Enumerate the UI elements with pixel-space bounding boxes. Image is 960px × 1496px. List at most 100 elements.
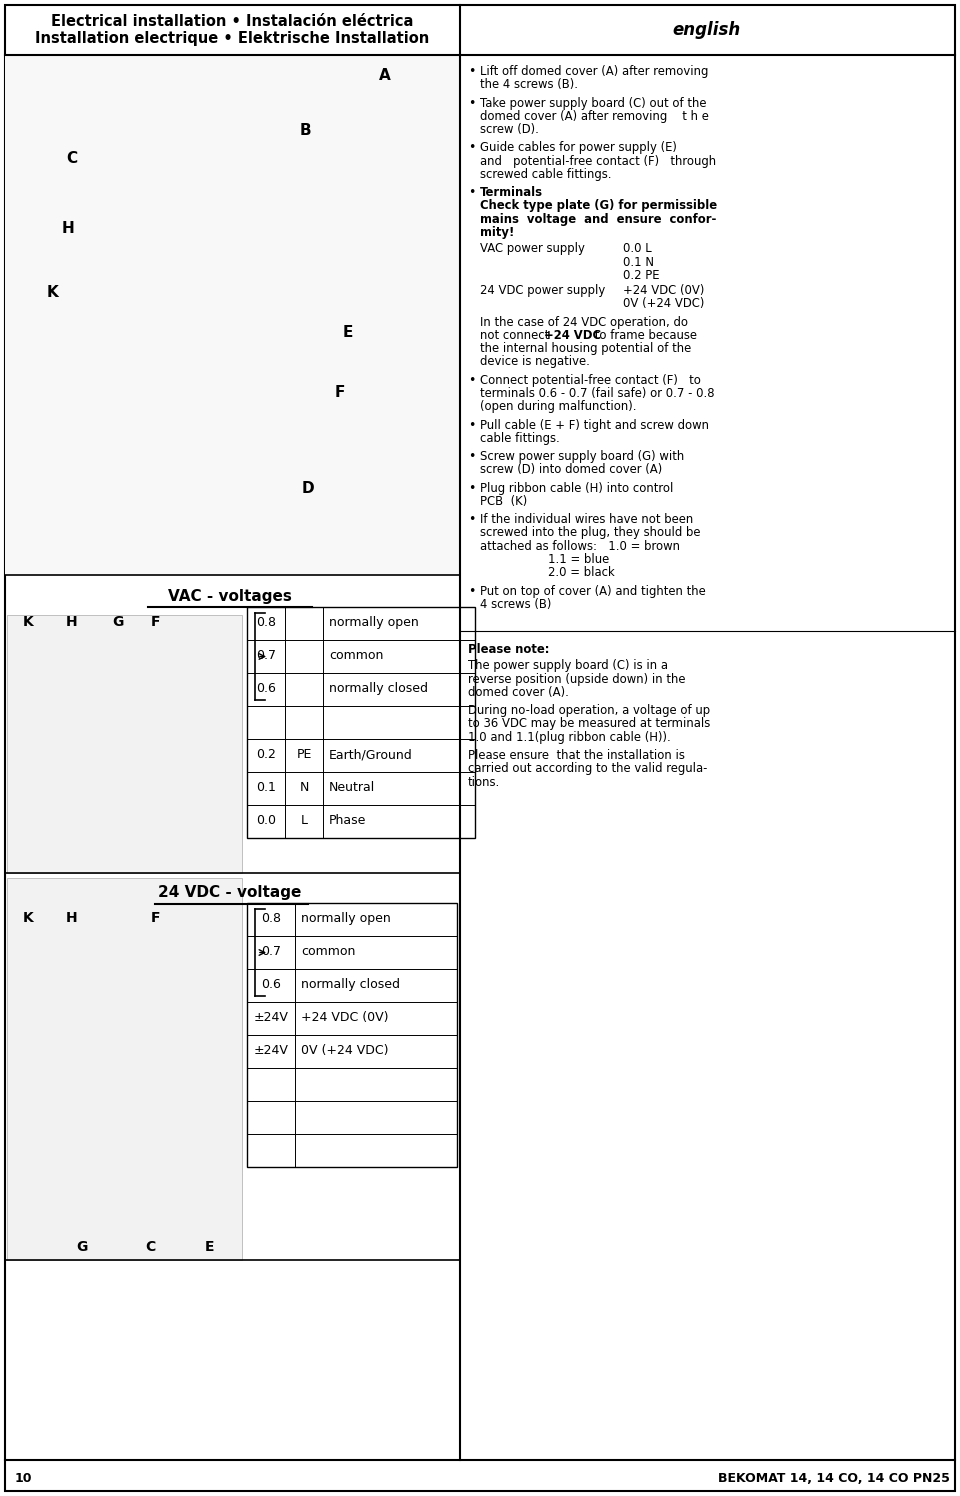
Text: During no-load operation, a voltage of up: During no-load operation, a voltage of u… [468, 705, 710, 717]
Text: 1.0 and 1.1(plug ribbon cable (H)).: 1.0 and 1.1(plug ribbon cable (H)). [468, 730, 671, 744]
Text: 0.6: 0.6 [256, 682, 276, 696]
Text: 2.0 = black: 2.0 = black [548, 567, 614, 579]
Text: •: • [468, 141, 475, 154]
Bar [7, 615, 242, 874]
Text: Plug ribbon cable (H) into control: Plug ribbon cable (H) into control [480, 482, 673, 495]
Text: 4 screws (B): 4 screws (B) [480, 598, 551, 610]
Text: BEKOMAT 14, 14 CO, 14 CO PN25: BEKOMAT 14, 14 CO, 14 CO PN25 [718, 1472, 950, 1484]
Text: reverse position (upside down) in the: reverse position (upside down) in the [468, 673, 685, 685]
Text: and   potential-free contact (F)   through: and potential-free contact (F) through [480, 154, 716, 168]
Text: Please note:: Please note: [468, 643, 549, 657]
Text: common: common [329, 649, 383, 663]
Text: 0.0 L: 0.0 L [623, 242, 652, 256]
Text: Terminals: Terminals [480, 186, 543, 199]
Bar [7, 878, 242, 1260]
Text: domed cover (A) after removing    t h e: domed cover (A) after removing t h e [480, 109, 708, 123]
Text: Lift off domed cover (A) after removing: Lift off domed cover (A) after removing [480, 64, 708, 78]
Text: normally open: normally open [301, 913, 391, 925]
Text: Phase: Phase [329, 814, 367, 827]
Text: N: N [300, 781, 309, 794]
Text: Earth/Ground: Earth/Ground [329, 748, 413, 761]
Text: +24 VDC (0V): +24 VDC (0V) [301, 1011, 389, 1023]
Text: VAC power supply: VAC power supply [480, 242, 585, 256]
Text: english: english [673, 21, 741, 39]
Text: Take power supply board (C) out of the: Take power supply board (C) out of the [480, 97, 707, 109]
Text: 0.0: 0.0 [256, 814, 276, 827]
Text: PE: PE [297, 748, 312, 761]
Text: H: H [61, 220, 74, 235]
Text: normally open: normally open [329, 616, 419, 628]
Text: Pull cable (E + F) tight and screw down: Pull cable (E + F) tight and screw down [480, 419, 709, 431]
Text: screwed into the plug, they should be: screwed into the plug, they should be [480, 527, 701, 540]
Text: G: G [112, 615, 124, 628]
Text: mains  voltage  and  ensure  confor-: mains voltage and ensure confor- [480, 212, 716, 226]
Text: 0V (+24 VDC): 0V (+24 VDC) [301, 1044, 389, 1058]
Text: common: common [301, 945, 355, 957]
Text: 0.7: 0.7 [261, 945, 281, 957]
Text: device is negative.: device is negative. [480, 356, 589, 368]
Text: carried out according to the valid regula-: carried out according to the valid regul… [468, 763, 708, 775]
Text: 0.8: 0.8 [261, 913, 281, 925]
Text: C: C [145, 1240, 156, 1254]
Text: 24 VDC power supply: 24 VDC power supply [480, 284, 605, 298]
Text: •: • [468, 482, 475, 495]
Text: •: • [468, 513, 475, 527]
Text: K: K [46, 284, 58, 299]
Text: E: E [205, 1240, 215, 1254]
Text: to 36 VDC may be measured at terminals: to 36 VDC may be measured at terminals [468, 718, 710, 730]
Text: •: • [468, 450, 475, 464]
Text: 0.8: 0.8 [256, 616, 276, 628]
Text: attached as follows:   1.0 = brown: attached as follows: 1.0 = brown [480, 540, 680, 552]
Text: 0.2 PE: 0.2 PE [623, 269, 660, 281]
Text: Electrical installation • Instalación eléctrica
Installation electrique • Elektr: Electrical installation • Instalación el… [35, 13, 429, 46]
Text: screwed cable fittings.: screwed cable fittings. [480, 168, 612, 181]
Text: 10: 10 [15, 1472, 33, 1484]
Text: K: K [23, 911, 34, 925]
Text: •: • [468, 186, 475, 199]
Text: 0.1 N: 0.1 N [623, 256, 654, 269]
Text: G: G [76, 1240, 87, 1254]
Text: •: • [468, 374, 475, 386]
Text: PCB  (K): PCB (K) [480, 495, 527, 507]
Text: the internal housing potential of the: the internal housing potential of the [480, 343, 691, 355]
Text: H: H [66, 615, 78, 628]
Text: not connect: not connect [480, 329, 553, 343]
Text: B: B [300, 123, 311, 138]
Bar [247, 607, 475, 838]
Text: •: • [468, 97, 475, 109]
Text: Check type plate (G) for permissible: Check type plate (G) for permissible [480, 199, 717, 212]
Text: D: D [301, 480, 314, 495]
Text: •: • [468, 64, 475, 78]
Text: Guide cables for power supply (E): Guide cables for power supply (E) [480, 141, 677, 154]
Text: F: F [151, 615, 159, 628]
Text: 0.7: 0.7 [256, 649, 276, 663]
Text: VAC - voltages: VAC - voltages [168, 589, 292, 604]
Text: A: A [379, 67, 391, 82]
Text: 0.2: 0.2 [256, 748, 276, 761]
Text: to frame because: to frame because [591, 329, 697, 343]
Text: Connect potential-free contact (F)   to: Connect potential-free contact (F) to [480, 374, 701, 386]
Text: If the individual wires have not been: If the individual wires have not been [480, 513, 693, 527]
Text: 24 VDC - voltage: 24 VDC - voltage [158, 886, 301, 901]
Text: screw (D).: screw (D). [480, 123, 539, 136]
Text: 1.1 = blue: 1.1 = blue [548, 554, 610, 565]
Text: +24 VDC: +24 VDC [544, 329, 601, 343]
Text: 0.6: 0.6 [261, 978, 281, 990]
Text: normally closed: normally closed [301, 978, 400, 990]
Text: cable fittings.: cable fittings. [480, 432, 560, 444]
Text: Please ensure  that the installation is: Please ensure that the installation is [468, 749, 684, 761]
Text: L: L [300, 814, 307, 827]
Text: tions.: tions. [468, 775, 500, 788]
Text: ±24V: ±24V [253, 1011, 288, 1023]
Text: ±24V: ±24V [253, 1044, 288, 1058]
Bar [5, 55, 460, 574]
Text: mity!: mity! [480, 226, 515, 239]
Text: Put on top of cover (A) and tighten the: Put on top of cover (A) and tighten the [480, 585, 706, 597]
Text: •: • [468, 419, 475, 431]
Text: Neutral: Neutral [329, 781, 375, 794]
Text: 0V (+24 VDC): 0V (+24 VDC) [623, 298, 705, 310]
Text: •: • [468, 585, 475, 597]
Text: C: C [66, 151, 78, 166]
Text: H: H [66, 911, 78, 925]
Text: screw (D) into domed cover (A): screw (D) into domed cover (A) [480, 464, 662, 476]
